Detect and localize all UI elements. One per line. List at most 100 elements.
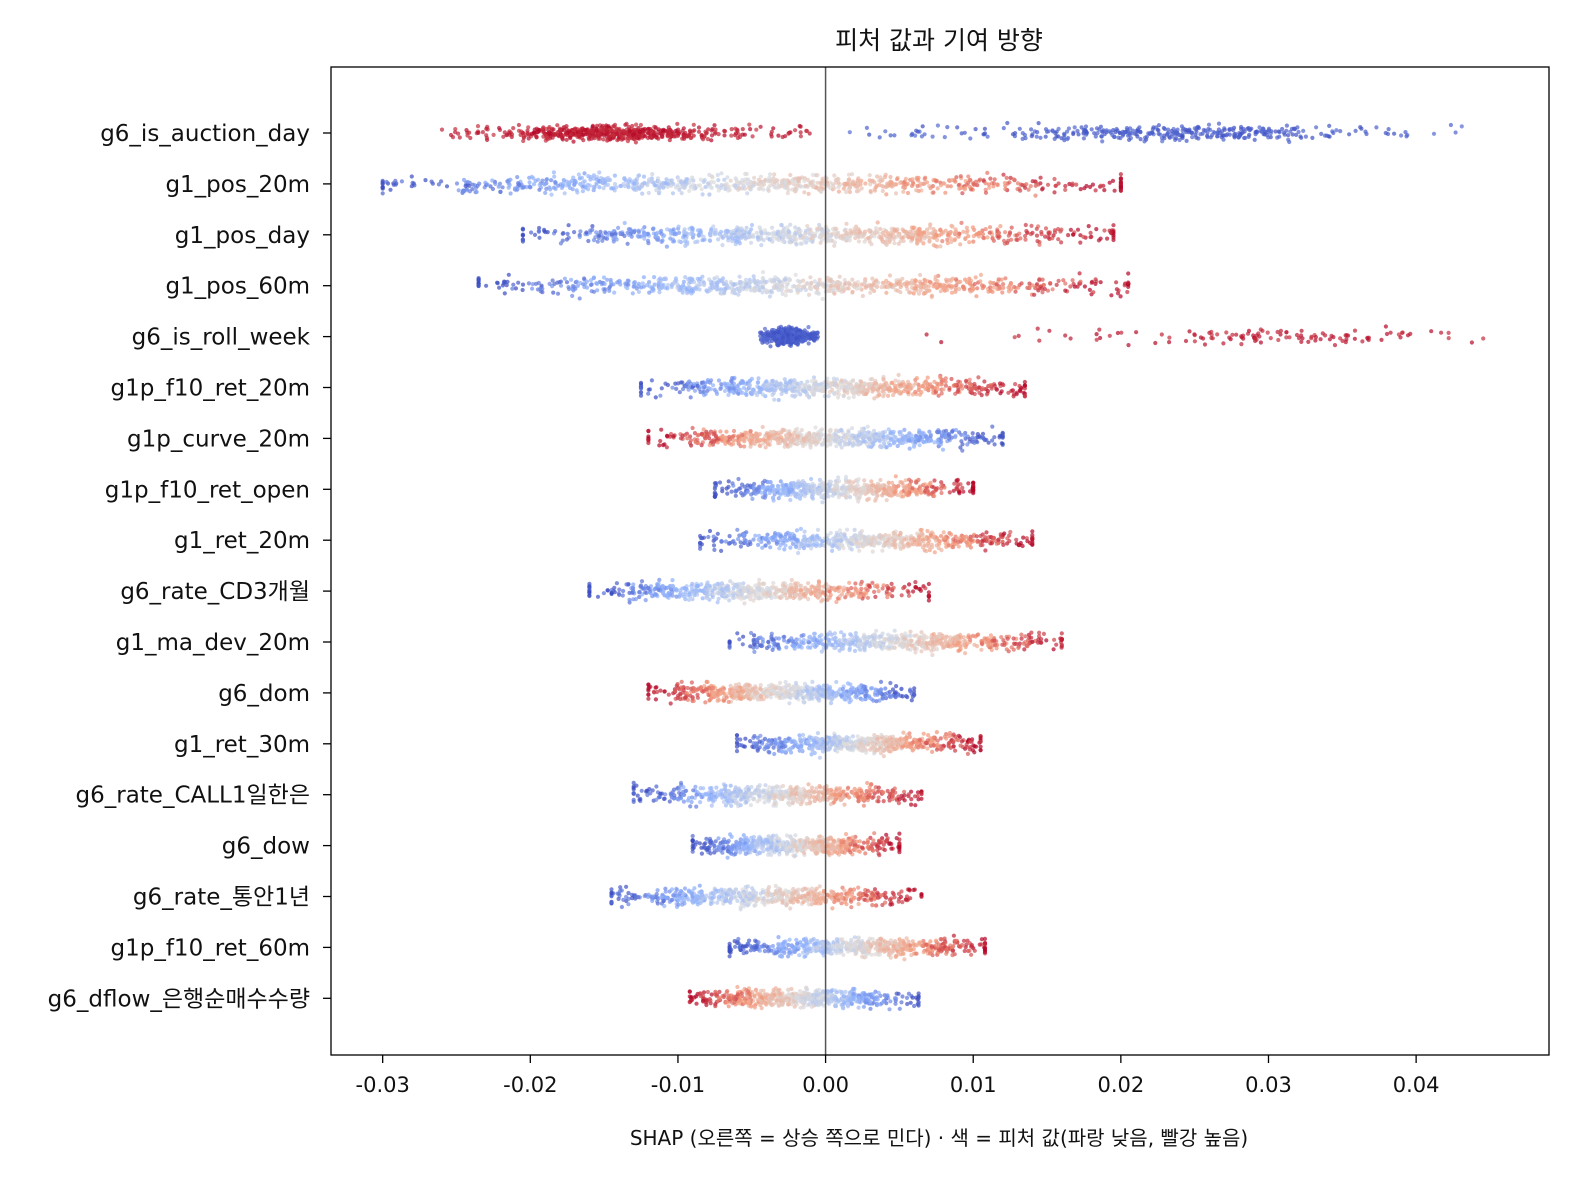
point-g6-is-auction-day: [1017, 126, 1022, 131]
point-g6-is-auction-day: [847, 130, 852, 135]
point-g1-pos-60m: [970, 287, 976, 292]
point-g1p-f10-ret-20m: [851, 394, 856, 400]
point-g6-is-roll-week: [772, 331, 777, 336]
point-g6-is-roll-week: [796, 331, 801, 336]
point-g1-pos-20m: [757, 181, 762, 187]
point-g1p-f10-ret-20m: [891, 393, 896, 398]
point-g1p-f10-ret-20m: [815, 385, 820, 391]
point-g1p-f10-ret-20m: [638, 393, 644, 398]
point-g1-pos-20m: [528, 185, 533, 190]
point-g6-is-roll-week: [767, 339, 772, 344]
point-g1-pos-day: [712, 230, 717, 235]
point-g6-is-auction-day: [603, 125, 608, 131]
point-g6-is-auction-day: [883, 129, 888, 134]
point-g6-is-auction-day: [659, 133, 665, 138]
point-g1-pos-day: [565, 231, 570, 236]
point-g1-pos-20m: [561, 178, 566, 183]
point-g6-is-auction-day: [1099, 134, 1104, 139]
point-g1-pos-20m: [918, 181, 923, 186]
point-g1-pos-day: [817, 222, 822, 227]
point-g1-pos-60m: [574, 279, 580, 284]
point-g6-is-auction-day: [1203, 128, 1208, 133]
point-g1p-f10-ret-20m: [935, 381, 940, 386]
point-g1-pos-day: [980, 232, 986, 237]
point-g6-is-auction-day: [1010, 132, 1016, 137]
point-g6-is-auction-day: [1194, 129, 1199, 134]
point-g6-is-auction-day: [1399, 133, 1404, 138]
point-g1-pos-day: [683, 231, 688, 236]
point-g6-is-roll-week: [1388, 330, 1393, 335]
point-g1-pos-60m: [804, 281, 809, 286]
point-g1p-curve-20m: [690, 425, 695, 431]
point-g1-pos-20m: [1118, 180, 1123, 185]
point-g6-is-roll-week: [1047, 328, 1052, 333]
point-g1-pos-60m: [988, 281, 994, 286]
point-g6-is-auction-day: [634, 122, 639, 127]
point-g1-pos-day: [685, 242, 690, 247]
point-g1p-f10-ret-20m: [764, 382, 769, 388]
point-g1-pos-60m: [753, 288, 758, 293]
point-g1-pos-20m: [380, 181, 385, 187]
point-g1-pos-day: [765, 231, 770, 236]
point-g1-pos-60m: [697, 279, 702, 284]
point-g6-is-auction-day: [748, 127, 753, 132]
point-g1-pos-20m: [700, 192, 705, 197]
point-g1-pos-20m: [498, 189, 503, 194]
point-g1-pos-20m: [423, 178, 428, 183]
point-g6-is-auction-day: [1158, 132, 1163, 137]
point-g1-pos-60m: [870, 276, 875, 281]
point-g1-pos-60m: [1033, 286, 1038, 291]
point-g1p-f10-ret-20m: [998, 391, 1003, 396]
point-g6-is-auction-day: [955, 125, 960, 130]
point-g1-pos-20m: [888, 183, 893, 188]
point-g1-pos-day: [759, 229, 764, 234]
point-g1-pos-day: [781, 229, 787, 234]
point-g1-pos-60m: [1048, 281, 1053, 286]
point-g1-pos-20m: [995, 182, 1000, 187]
point-g1-pos-day: [915, 240, 920, 245]
point-g6-is-roll-week: [1309, 336, 1314, 341]
point-g1-pos-day: [696, 232, 701, 238]
point-g6-is-auction-day: [484, 133, 489, 138]
point-g1-pos-20m: [1001, 172, 1006, 177]
point-g1-pos-day: [1003, 230, 1008, 235]
point-g1-pos-20m: [636, 173, 641, 178]
point-g1-pos-20m: [715, 172, 720, 178]
point-g6-is-auction-day: [750, 134, 755, 139]
point-g1-pos-60m: [1032, 292, 1037, 297]
point-g1-pos-20m: [877, 178, 882, 183]
point-g1p-f10-ret-20m: [914, 376, 920, 381]
point-g1p-f10-ret-20m: [859, 386, 864, 391]
point-g1-pos-day: [1059, 227, 1064, 232]
point-g1-pos-20m: [695, 183, 701, 188]
point-g1-pos-20m: [1020, 183, 1025, 188]
point-g1p-f10-ret-20m: [811, 389, 817, 394]
point-g1p-f10-ret-20m: [905, 390, 910, 395]
point-g1-pos-60m: [681, 279, 687, 284]
point-g6-is-roll-week: [1299, 333, 1304, 338]
point-g6-is-roll-week: [1224, 330, 1229, 335]
point-g1-pos-20m: [549, 192, 554, 197]
point-g1-pos-60m: [671, 281, 676, 286]
point-g1-pos-20m: [931, 190, 936, 195]
point-g1-pos-60m: [938, 289, 943, 294]
point-g1-pos-60m: [1027, 285, 1032, 290]
point-g1p-f10-ret-20m: [638, 380, 644, 385]
point-g1-pos-day: [1081, 234, 1086, 239]
point-g1p-f10-ret-20m: [994, 386, 999, 391]
point-g1-pos-day: [1034, 226, 1039, 231]
point-g6-is-roll-week: [762, 326, 768, 331]
point-g6-is-auction-day: [1056, 134, 1061, 139]
point-g1-pos-20m: [905, 181, 910, 186]
point-g1-pos-day: [879, 234, 884, 239]
point-g1p-f10-ret-20m: [887, 386, 893, 391]
point-g6-is-auction-day: [930, 134, 935, 139]
point-g6-is-auction-day: [521, 138, 526, 144]
point-g1p-f10-ret-20m: [714, 389, 719, 394]
point-g6-is-roll-week: [1299, 328, 1304, 333]
point-g1p-f10-ret-20m: [956, 379, 961, 384]
point-g1-pos-60m: [913, 285, 918, 290]
point-g1-pos-20m: [809, 179, 815, 184]
point-g1-pos-60m: [868, 290, 873, 295]
point-g1-pos-day: [892, 228, 897, 233]
